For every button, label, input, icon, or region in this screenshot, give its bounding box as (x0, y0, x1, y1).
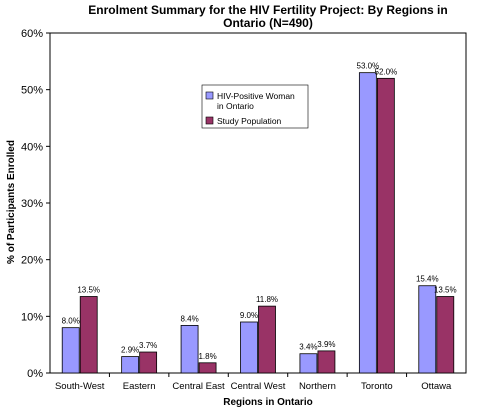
y-tick-label: 0% (27, 368, 43, 380)
bar-hiv-positive (61, 327, 80, 374)
data-label: 15.4% (416, 275, 439, 284)
bar-hiv-positive (240, 321, 258, 374)
data-label: 2.9% (121, 346, 139, 355)
x-category-label: Central East (172, 381, 225, 392)
data-label: 8.0% (62, 317, 80, 326)
bar-hiv-positive (358, 72, 377, 374)
y-tick-label: 50% (21, 85, 43, 97)
x-axis-label: Regions in Ontario (223, 397, 312, 408)
legend-swatch (205, 91, 214, 100)
x-category-label: South-West (55, 381, 105, 392)
chart-title-line-2: Ontario (N=490) (223, 16, 313, 30)
bar-hiv-positive (121, 356, 140, 374)
data-label: 3.4% (299, 343, 317, 352)
x-category-label: Ottawa (421, 381, 452, 392)
legend-box (201, 84, 309, 129)
data-label: 8.4% (180, 314, 198, 323)
bar-study-population (198, 362, 217, 374)
data-label: 53.0% (357, 62, 380, 71)
bar-hiv-positive (299, 353, 318, 374)
y-tick-label: 40% (21, 141, 43, 153)
bar-study-population (317, 350, 336, 374)
legend-entry: HIV-Positive Woman (217, 91, 295, 101)
y-axis-label: % of Participants Enrolled (6, 140, 17, 264)
data-label: 3.7% (139, 341, 157, 350)
legend-entry: in Ontario (217, 101, 254, 111)
bar-study-population (258, 305, 276, 374)
bar-study-population (376, 77, 395, 374)
x-category-label: Northern (299, 381, 336, 392)
data-label: 3.9% (317, 340, 335, 349)
data-label: 13.5% (77, 286, 100, 295)
y-tick-label: 30% (21, 198, 43, 210)
x-category-label: Toronto (361, 381, 393, 392)
data-label: 11.8% (256, 295, 278, 304)
legend-swatch (205, 116, 214, 125)
data-label: 9.0% (240, 311, 258, 320)
bar-hiv-positive (418, 285, 437, 374)
data-label: 1.8% (198, 352, 216, 361)
x-category-label: Central West (231, 381, 286, 392)
y-tick-label: 10% (21, 311, 43, 323)
data-label: 52.0% (375, 67, 398, 76)
legend-entry: Study Population (217, 116, 282, 126)
bar-study-population (79, 296, 98, 374)
y-tick-label: 20% (21, 255, 43, 267)
bar-study-population (436, 296, 455, 374)
plot-area: 0% 10% 20% 30% 40% 50% 60% South-West 8.0% 13.5% E… (21, 28, 467, 392)
bar-hiv-positive (180, 324, 199, 374)
x-category-label: Eastern (123, 381, 156, 392)
y-tick-label: 60% (21, 28, 43, 40)
chart-title-line-1: Enrolment Summary for the HIV Fertility … (88, 3, 447, 17)
bar-study-population (139, 351, 158, 374)
data-label: 13.5% (434, 286, 457, 295)
